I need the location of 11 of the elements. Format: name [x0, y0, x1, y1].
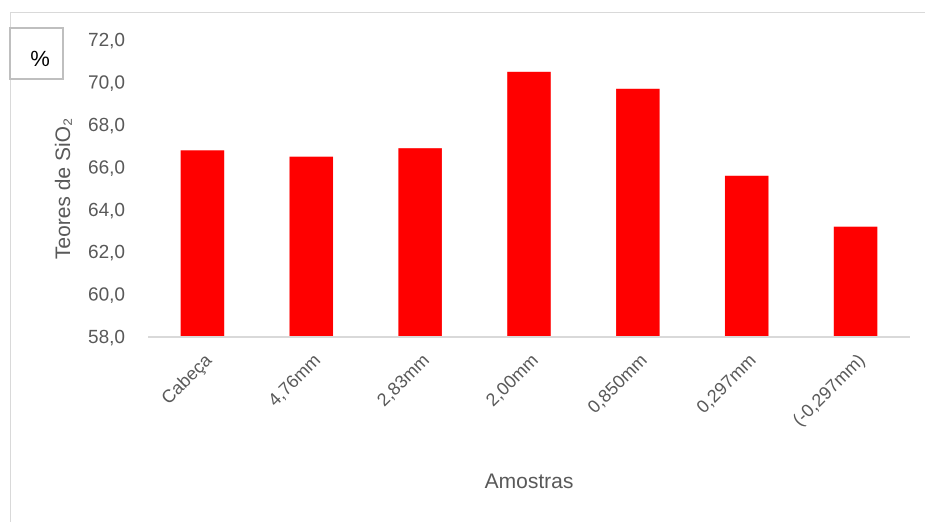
y-tick-label: 70,0	[88, 72, 125, 94]
y-tick-label: 64,0	[88, 200, 125, 221]
x-axis-title: Amostras	[484, 470, 574, 493]
text: %	[30, 46, 50, 71]
y-tick-label: 60,0	[88, 284, 125, 306]
y-tick-label: 68,0	[88, 114, 125, 136]
y-tick-label: 66,0	[88, 157, 125, 178]
y-tick-label: 58,0	[88, 327, 125, 348]
y-tick-label: 72,0	[88, 30, 125, 52]
y-tick-label: 62,0	[88, 242, 125, 264]
y-axis-title: Teores de SiO₂	[52, 118, 75, 260]
